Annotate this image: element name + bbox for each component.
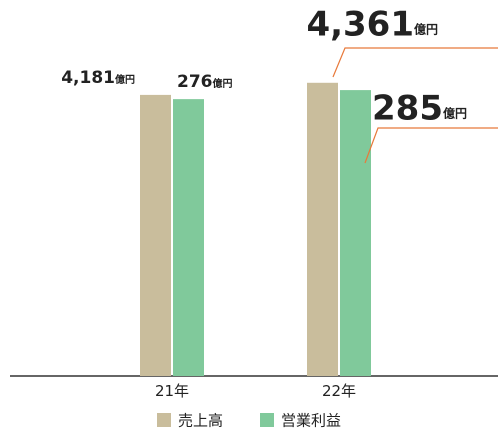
value-label: 276億円 xyxy=(177,72,233,92)
x-tick-label: 21年 xyxy=(155,382,189,400)
value-unit: 億円 xyxy=(115,73,135,86)
value-label: 4,361億円 xyxy=(306,5,438,45)
value-label: 4,181億円 xyxy=(61,68,135,88)
legend-label: 売上高 xyxy=(178,412,223,430)
label-leader xyxy=(364,127,498,164)
value-unit: 億円 xyxy=(443,106,467,121)
value-unit: 億円 xyxy=(414,22,438,37)
value-number: 276 xyxy=(177,72,213,92)
value-number: 285 xyxy=(372,89,443,129)
bar xyxy=(140,94,171,376)
value-number: 4,181 xyxy=(61,68,115,88)
bar xyxy=(307,82,338,376)
label-leader xyxy=(332,47,498,78)
legend-swatch xyxy=(157,413,171,427)
legend-label: 営業利益 xyxy=(281,412,341,430)
value-unit: 億円 xyxy=(213,77,233,90)
value-label: 285億円 xyxy=(372,89,467,129)
x-tick-label: 22年 xyxy=(322,382,356,400)
bar xyxy=(173,99,204,376)
value-number: 4,361 xyxy=(306,5,414,45)
bar xyxy=(340,90,371,376)
legend-swatch xyxy=(260,413,274,427)
